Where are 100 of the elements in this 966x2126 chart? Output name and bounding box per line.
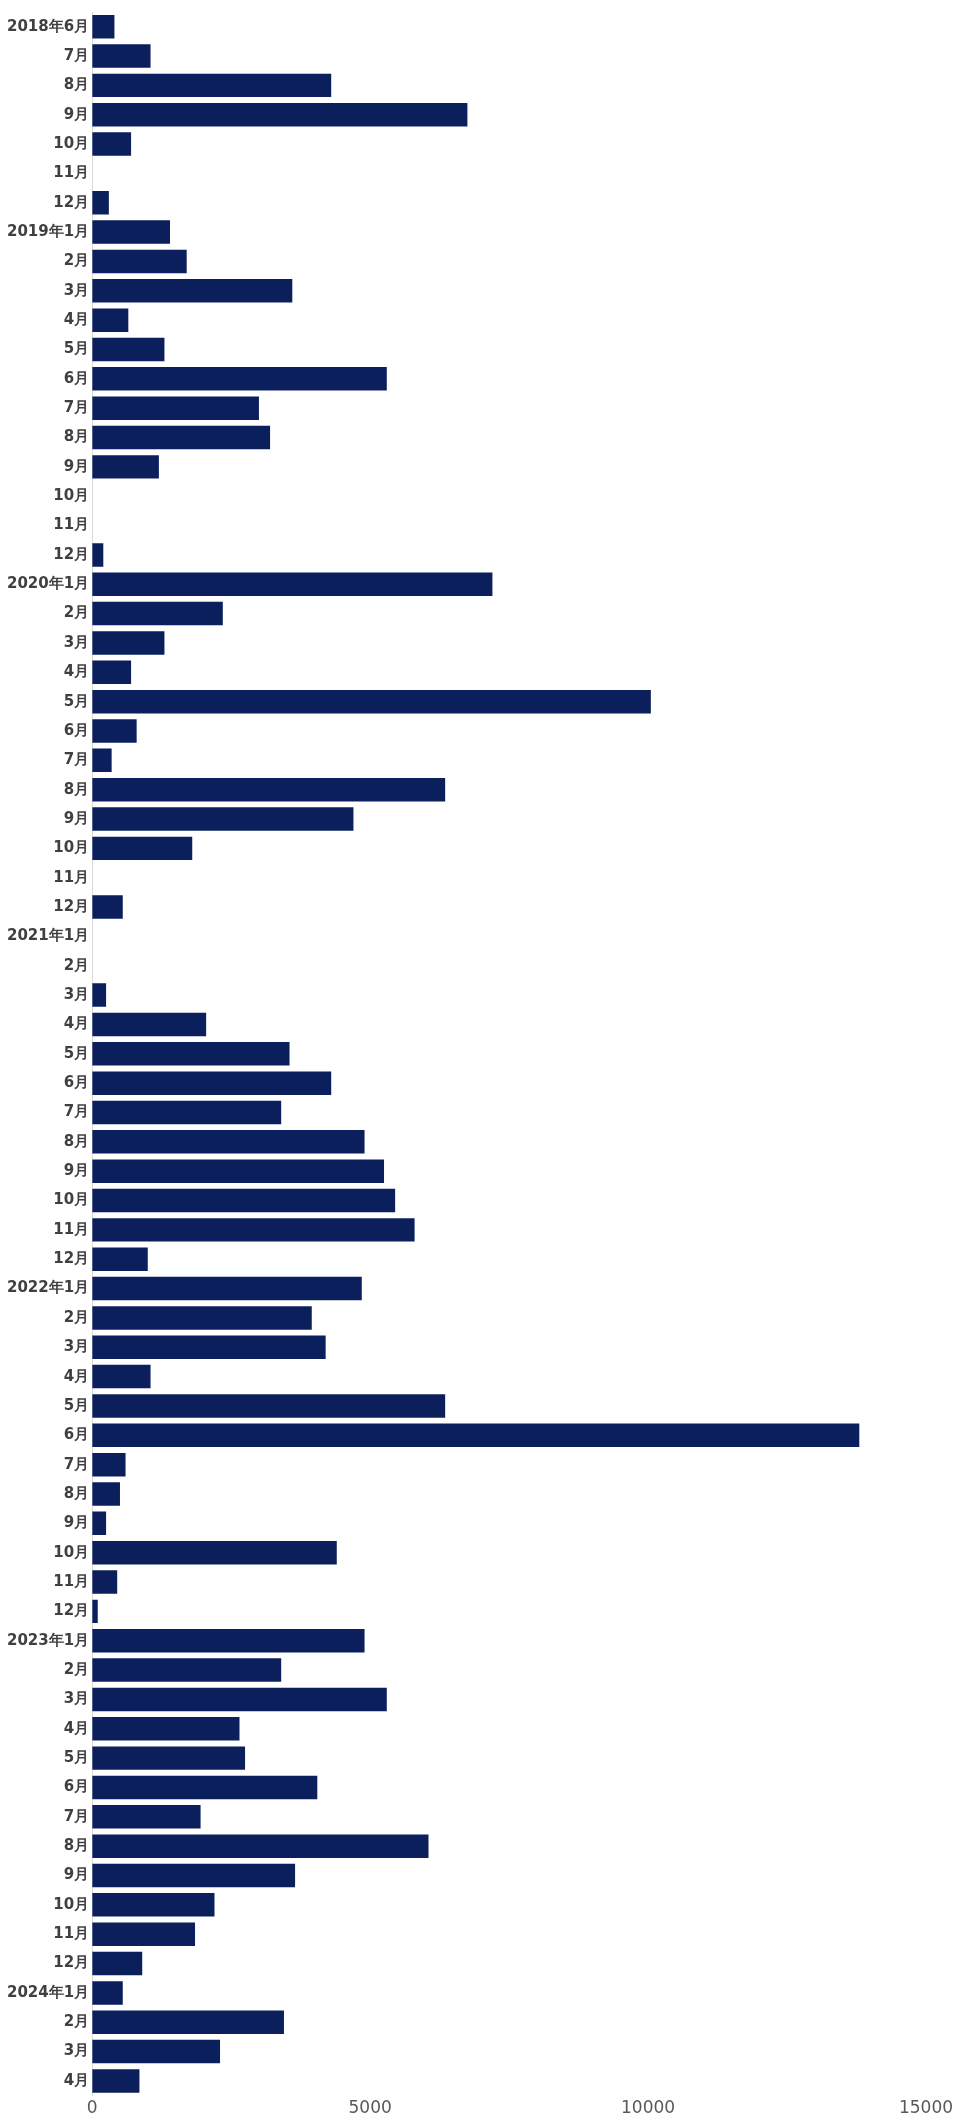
y-tick-label: 3月 xyxy=(63,985,90,1003)
bar xyxy=(92,425,271,450)
bar xyxy=(92,14,115,39)
y-tick-label: 12月 xyxy=(53,1601,90,1620)
y-tick-label: 11月 xyxy=(53,163,90,182)
y-tick-label: 6月 xyxy=(63,1073,90,1092)
y-tick-label: 11月 xyxy=(53,867,90,886)
bar xyxy=(92,1717,240,1741)
y-tick-label: 10月 xyxy=(53,133,90,152)
bar xyxy=(92,279,293,303)
bar xyxy=(92,1012,207,1037)
y-tick-label: 2月 xyxy=(63,1307,90,1326)
bar xyxy=(92,2010,284,2034)
x-tick-label: 5000 xyxy=(348,2097,392,2118)
y-tick-label: 7月 xyxy=(63,1102,90,1121)
y-tick-label: 12月 xyxy=(53,1953,90,1972)
x-tick-label: 15000 xyxy=(898,2097,954,2118)
y-tick-label: 4月 xyxy=(63,1014,90,1033)
y-tick-label: 2月 xyxy=(63,1659,90,1678)
y-tick-label: 4月 xyxy=(63,1718,90,1737)
bar xyxy=(92,1071,332,1095)
y-tick-label: 9月 xyxy=(63,456,90,475)
bar xyxy=(92,2069,140,2093)
bar xyxy=(92,337,165,362)
y-tick-label: 11月 xyxy=(53,1924,90,1943)
y-tick-label: 6月 xyxy=(63,1777,90,1796)
bar xyxy=(92,719,137,743)
bar xyxy=(92,44,151,68)
y-tick-label: 5月 xyxy=(63,1395,90,1414)
bar xyxy=(92,1540,337,1565)
bar xyxy=(92,1658,282,1682)
bar xyxy=(92,132,132,156)
y-tick-label: 8月 xyxy=(63,75,90,94)
y-tick-label: 7月 xyxy=(63,1806,90,1825)
bar xyxy=(92,2039,221,2064)
bar xyxy=(92,1423,860,1448)
y-tick-label: 2020年1月 xyxy=(7,574,90,593)
y-tick-label: 10月 xyxy=(53,486,90,505)
y-tick-label: 9月 xyxy=(63,1161,90,1180)
bar xyxy=(92,1893,215,1917)
y-tick-label: 7月 xyxy=(63,750,90,769)
y-tick-label: 8月 xyxy=(63,1131,90,1150)
y-tick-label: 2023年1月 xyxy=(7,1630,90,1649)
y-tick-label: 5月 xyxy=(63,1043,90,1062)
y-tick-label: 12月 xyxy=(53,544,90,563)
bar xyxy=(92,1570,118,1594)
y-tick-label: 10月 xyxy=(53,838,90,857)
bar xyxy=(92,308,129,332)
y-tick-label: 9月 xyxy=(63,1865,90,1884)
bar xyxy=(92,807,354,831)
bar xyxy=(92,1452,126,1477)
bar xyxy=(92,1394,446,1418)
y-tick-label: 7月 xyxy=(63,1454,90,1473)
y-tick-label: 3月 xyxy=(63,1337,90,1356)
bar xyxy=(92,836,193,861)
bar xyxy=(92,1922,196,1946)
y-tick-label: 2021年1月 xyxy=(7,926,90,945)
bar xyxy=(92,1834,429,1858)
bar xyxy=(92,1130,365,1154)
bar xyxy=(92,689,651,714)
y-tick-label: 12月 xyxy=(53,1249,90,1268)
y-tick-label: 6月 xyxy=(63,1425,90,1444)
y-tick-label: 3月 xyxy=(63,280,90,299)
y-tick-label: 2022年1月 xyxy=(7,1278,90,1297)
bar xyxy=(92,396,259,420)
y-tick-label: 8月 xyxy=(63,1483,90,1502)
x-tick-label: 0 xyxy=(86,2097,98,2118)
bar xyxy=(92,777,446,802)
y-tick-label: 5月 xyxy=(63,339,90,358)
y-tick-label: 2024年1月 xyxy=(7,1982,90,2001)
y-tick-label: 5月 xyxy=(63,1748,90,1767)
y-tick-label: 3月 xyxy=(63,2041,90,2060)
y-tick-label: 8月 xyxy=(63,427,90,446)
y-tick-label: 9月 xyxy=(63,808,90,827)
y-tick-label: 12月 xyxy=(53,896,90,915)
bar xyxy=(92,1335,326,1359)
bar xyxy=(92,220,171,244)
bar xyxy=(92,249,187,274)
x-tick-label: 10000 xyxy=(621,2097,676,2118)
bar xyxy=(92,543,104,567)
bar xyxy=(92,660,132,685)
y-tick-label: 4月 xyxy=(63,2070,90,2089)
y-tick-label: 2月 xyxy=(63,603,90,622)
bar xyxy=(92,601,223,626)
y-tick-label: 12月 xyxy=(53,192,90,211)
bar xyxy=(92,1775,318,1800)
y-tick-label: 4月 xyxy=(63,310,90,329)
bar xyxy=(92,1218,415,1242)
bar xyxy=(92,367,387,391)
y-tick-label: 3月 xyxy=(63,632,90,651)
bar xyxy=(92,1364,151,1389)
bar xyxy=(92,1628,365,1653)
y-tick-label: 8月 xyxy=(63,1836,90,1855)
bar xyxy=(92,1159,385,1183)
y-tick-label: 10月 xyxy=(53,1190,90,1209)
y-tick-label: 11月 xyxy=(53,1571,90,1590)
y-tick-label: 2月 xyxy=(63,251,90,270)
bar xyxy=(92,572,493,596)
y-tick-label: 10月 xyxy=(53,1894,90,1913)
y-tick-label: 7月 xyxy=(63,45,90,64)
